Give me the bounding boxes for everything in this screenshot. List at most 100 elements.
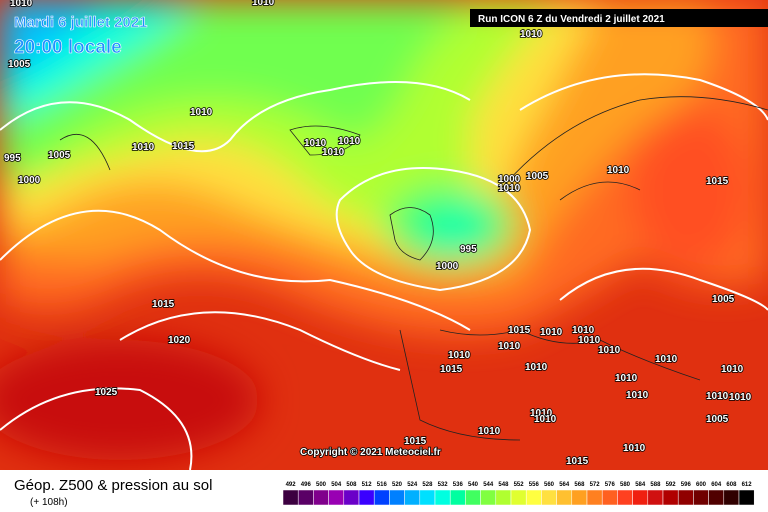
legend-label: 572 — [590, 482, 601, 488]
legend-label: 532 — [438, 482, 449, 488]
legend-label: 536 — [453, 482, 464, 488]
legend-swatch — [328, 489, 345, 506]
legend-label: 544 — [483, 482, 494, 488]
legend-swatch — [723, 489, 740, 506]
isobar-label: 1000 — [18, 175, 41, 186]
legend-label: 552 — [514, 482, 525, 488]
isobar-label: 1010 — [729, 392, 752, 403]
isobar-label: 1010 — [478, 426, 501, 437]
isobar-label: 1010 — [721, 364, 744, 375]
legend-swatch — [373, 489, 390, 506]
isobar-label: 1015 — [172, 141, 195, 152]
legend-label: 600 — [696, 482, 707, 488]
isobar-label: 1010 — [498, 183, 521, 194]
legend-label: 500 — [316, 482, 327, 488]
isobar-label: 1010 — [540, 327, 563, 338]
isobar-label: 1010 — [534, 414, 557, 425]
legend-swatch — [434, 489, 451, 506]
legend-swatch — [693, 489, 709, 506]
isobar-label: 1015 — [440, 364, 463, 375]
legend-swatch — [677, 489, 694, 506]
isobar-label: 1015 — [152, 299, 175, 310]
isobar-label: 1010 — [525, 362, 548, 373]
isobar-label: 1000 — [436, 261, 459, 272]
isobar-label: 1005 — [526, 171, 549, 182]
isobar-label: 1010 — [498, 341, 521, 352]
isobar-label: 1005 — [712, 294, 735, 305]
legend-swatch — [738, 489, 755, 506]
copyright: Copyright © 2021 Meteociel.fr — [300, 447, 441, 458]
legend-swatch — [632, 489, 649, 506]
legend-label: 596 — [681, 482, 692, 488]
legend-swatch — [465, 489, 481, 506]
legend-swatch — [297, 489, 314, 506]
legend-swatch — [647, 489, 664, 506]
date-label: Mardi 6 juillet 2021 — [14, 14, 147, 31]
legend-swatch — [404, 489, 421, 506]
legend-swatch — [586, 489, 603, 506]
legend-label: 520 — [392, 482, 403, 488]
legend-swatch — [662, 489, 679, 506]
legend-label: 612 — [742, 482, 753, 488]
legend-label: 588 — [650, 482, 661, 488]
isobar-label: 1000 — [498, 174, 521, 185]
legend-label: 504 — [331, 482, 342, 488]
legend-label: 560 — [544, 482, 555, 488]
legend-label: 608 — [726, 482, 737, 488]
isobar-label: 1010 — [10, 0, 33, 9]
footer-title: Géop. Z500 & pression au sol — [14, 477, 212, 494]
legend-swatch — [525, 489, 542, 506]
isobar-label: 1010 — [530, 408, 553, 419]
isobar-label: 1015 — [508, 325, 531, 336]
legend-label: 576 — [605, 482, 616, 488]
legend-label: 496 — [301, 482, 312, 488]
legend-label: 508 — [346, 482, 357, 488]
legend-label: 604 — [711, 482, 722, 488]
isobar-label: 1010 — [598, 345, 621, 356]
footer-lead: (+ 108h) — [30, 497, 68, 508]
legend-label: 580 — [620, 482, 631, 488]
legend-swatch — [617, 489, 633, 506]
legend-swatch — [480, 489, 497, 506]
isobar-label: 1010 — [607, 165, 630, 176]
isobar-label: 1010 — [626, 390, 649, 401]
legend-swatch — [389, 489, 405, 506]
legend-label: 524 — [407, 482, 418, 488]
legend-swatch — [510, 489, 527, 506]
isobar-label: 1010 — [304, 138, 327, 149]
legend-swatch — [495, 489, 512, 506]
legend-label: 516 — [377, 482, 388, 488]
legend-label: 592 — [666, 482, 677, 488]
legend-label: 568 — [574, 482, 585, 488]
legend-label: 564 — [559, 482, 570, 488]
legend-label: 584 — [635, 482, 646, 488]
legend-label: 528 — [422, 482, 433, 488]
time-label: 20:00 locale — [14, 37, 122, 58]
isobar-label: 1010 — [623, 443, 646, 454]
isobar-label: 1015 — [404, 436, 427, 447]
isobar-label: 1010 — [132, 142, 155, 153]
legend-label: 512 — [362, 482, 373, 488]
isobar-label: 995 — [4, 153, 21, 164]
isobar-label: 1010 — [322, 147, 345, 158]
isobar-label: 1015 — [706, 176, 729, 187]
legend-swatch — [282, 489, 299, 506]
isobar-label: 1010 — [706, 391, 729, 402]
isobar-label: 1020 — [168, 335, 191, 346]
isobar-label: 1005 — [706, 414, 729, 425]
isobar-label: 1010 — [252, 0, 275, 8]
isobar-label: 1010 — [190, 107, 213, 118]
isobar-label: 1010 — [578, 335, 601, 346]
isobar-label: 1010 — [615, 373, 638, 384]
run-banner — [470, 9, 768, 27]
legend-swatch — [419, 489, 436, 506]
isobar-label: 1005 — [48, 150, 71, 161]
isobar-label: 1010 — [572, 325, 595, 336]
legend-swatch — [358, 489, 375, 506]
legend-swatch — [343, 489, 360, 506]
legend-label: 492 — [286, 482, 297, 488]
legend-swatch — [449, 489, 466, 506]
legend-swatch — [556, 489, 573, 506]
